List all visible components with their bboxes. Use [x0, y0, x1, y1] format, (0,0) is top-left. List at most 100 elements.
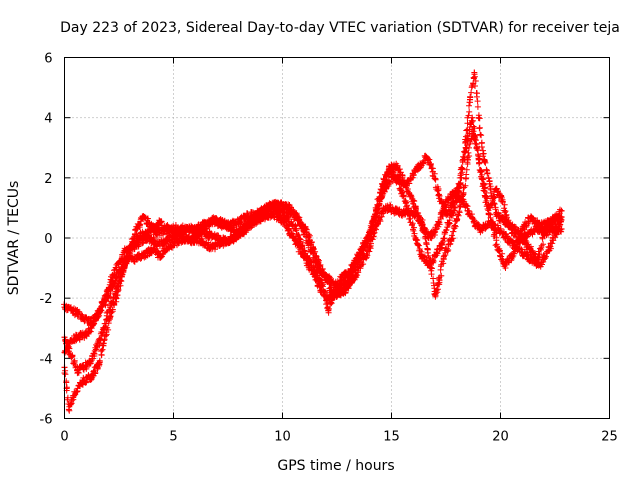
series-markers — [62, 117, 565, 377]
x-tick-label: 15 — [383, 430, 400, 445]
data-point — [453, 216, 460, 223]
data-point — [399, 210, 406, 217]
data-point — [351, 274, 358, 281]
data-point — [445, 195, 452, 202]
data-point — [532, 225, 539, 232]
data-point — [264, 204, 271, 211]
data-point — [508, 222, 515, 229]
data-point — [113, 286, 120, 293]
y-axis-label: SDTVAR / TECUs — [6, 181, 22, 296]
data-point — [386, 165, 393, 172]
data-point — [327, 277, 334, 284]
data-point — [386, 204, 393, 211]
data-point — [157, 253, 164, 260]
data-point — [292, 225, 299, 232]
data-point — [286, 204, 293, 211]
data-point — [209, 216, 216, 223]
data-point — [96, 307, 103, 314]
data-point — [94, 343, 101, 350]
data-point — [471, 219, 478, 226]
data-point — [242, 213, 249, 220]
data-point — [166, 225, 173, 232]
data-point — [155, 241, 162, 248]
data-point — [102, 292, 109, 299]
y-tick-label: -2 — [40, 292, 53, 307]
data-point — [301, 228, 308, 235]
data-point — [340, 280, 347, 287]
data-point — [131, 256, 138, 263]
data-point — [480, 150, 487, 157]
data-point — [412, 210, 419, 217]
data-point — [338, 289, 345, 296]
data-point — [139, 253, 146, 260]
data-point — [220, 222, 227, 229]
data-point — [432, 253, 439, 260]
data-point — [116, 259, 122, 266]
y-tick-label: 2 — [44, 172, 52, 187]
data-point — [488, 222, 495, 229]
data-point — [425, 235, 432, 241]
data-point — [390, 174, 397, 181]
data-point — [353, 259, 360, 266]
data-point — [534, 256, 541, 263]
data-point — [139, 215, 146, 222]
data-point — [501, 262, 508, 269]
data-point — [519, 225, 526, 232]
data-point — [536, 262, 543, 269]
data-point — [371, 216, 378, 223]
data-point — [314, 262, 321, 269]
data-point — [148, 247, 155, 254]
series-track-d — [61, 114, 565, 377]
data-point — [423, 241, 430, 248]
data-point — [74, 334, 81, 341]
data-point — [275, 201, 282, 208]
data-point — [554, 213, 561, 220]
data-point — [558, 216, 565, 223]
data-point — [405, 189, 412, 196]
data-point — [499, 216, 506, 223]
data-point — [187, 238, 194, 245]
data-point — [379, 207, 386, 214]
data-point — [432, 228, 439, 235]
y-tick-label: -6 — [40, 413, 53, 428]
data-point — [403, 180, 410, 187]
data-point — [68, 307, 75, 314]
data-point — [81, 364, 88, 371]
y-tick-label: 6 — [44, 52, 52, 67]
data-point — [384, 180, 391, 187]
data-point — [541, 231, 548, 238]
data-point — [493, 186, 500, 193]
data-point — [464, 207, 471, 214]
y-tick-label: 4 — [44, 112, 52, 127]
data-point — [68, 337, 75, 344]
data-points — [61, 69, 565, 414]
data-point — [240, 228, 247, 235]
data-point — [107, 304, 114, 311]
data-point — [475, 156, 482, 163]
data-point — [523, 231, 530, 238]
data-point — [163, 238, 170, 245]
data-point — [456, 180, 463, 187]
data-point — [525, 244, 532, 251]
data-point — [477, 225, 484, 232]
data-point — [419, 253, 426, 260]
data-point — [440, 253, 447, 260]
data-point — [331, 289, 338, 296]
chart-title: Day 223 of 2023, Sidereal Day-to-day VTE… — [60, 20, 620, 36]
data-point — [109, 274, 116, 281]
data-point — [87, 373, 94, 380]
data-point — [475, 114, 482, 121]
data-point — [471, 69, 478, 76]
data-point — [207, 244, 214, 251]
data-point — [320, 271, 327, 278]
data-point — [68, 352, 75, 359]
data-point — [87, 358, 94, 365]
data-point — [198, 228, 205, 235]
data-point — [466, 96, 473, 103]
data-point — [126, 247, 133, 254]
data-point — [78, 379, 85, 386]
data-point — [89, 322, 96, 329]
data-point — [318, 280, 325, 287]
data-point — [399, 189, 406, 196]
data-point — [547, 225, 554, 232]
